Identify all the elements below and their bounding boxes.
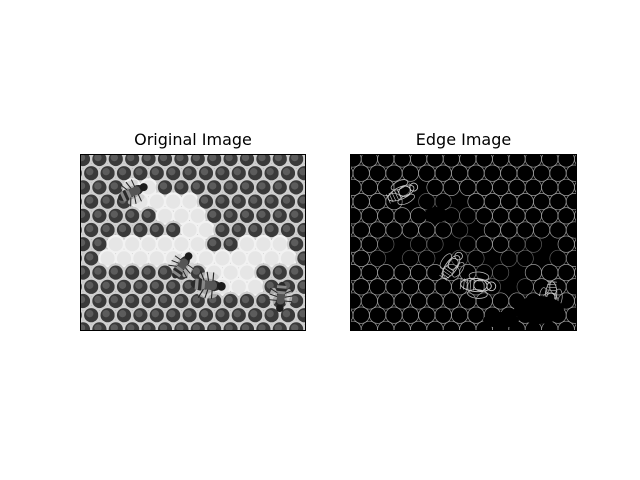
panel-title-edges: Edge Image (415, 130, 512, 149)
edge-image-panel (350, 154, 577, 331)
edge-cells (351, 155, 576, 330)
honeycomb-edges (351, 155, 576, 330)
panel-title-original: Original Image (134, 130, 252, 149)
honeycomb-photo (81, 155, 305, 330)
original-image-panel (80, 154, 306, 331)
bees (118, 179, 294, 313)
